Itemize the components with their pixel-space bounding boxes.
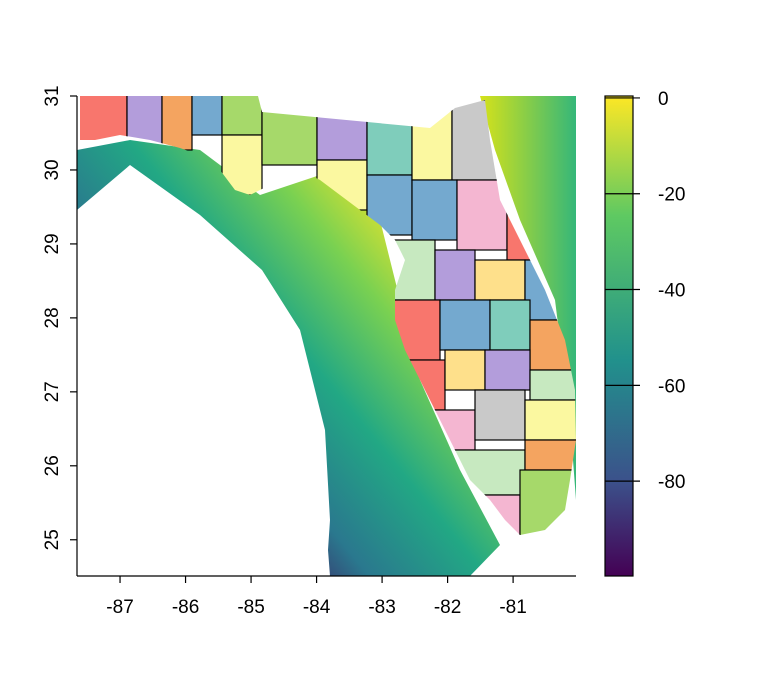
colorbar (605, 96, 633, 576)
x-tick-label: -84 (303, 597, 331, 618)
colorbar-tick-label: -60 (658, 376, 685, 397)
colorbar-tick-label: -80 (658, 472, 685, 493)
y-tick-label: 28 (42, 307, 63, 328)
y-tick-label: 27 (42, 381, 63, 402)
y-tick-label: 25 (42, 529, 63, 550)
y-tick-label: 29 (42, 233, 63, 254)
axes: -87 -86 -85 -84 -83 -82 -81 25 26 27 28 29 30 31 0 -20 -… (42, 85, 685, 618)
colorbar-tick-label: 0 (658, 89, 669, 110)
y-tick-label: 26 (42, 455, 63, 476)
colorbar-tick-label: -20 (658, 185, 685, 206)
y-tick-label: 30 (42, 159, 63, 180)
y-tick-label: 31 (42, 85, 63, 106)
x-tick-label: -81 (499, 597, 526, 618)
bathymetry (77, 96, 576, 576)
x-tick-label: -85 (237, 597, 264, 618)
x-tick-label: -86 (172, 597, 199, 618)
x-tick-label: -82 (434, 597, 461, 618)
colorbar-tick-label: -40 (658, 281, 685, 302)
x-tick-label: -87 (106, 597, 133, 618)
colorbar-frame (604, 95, 634, 577)
x-tick-label: -83 (368, 597, 395, 618)
